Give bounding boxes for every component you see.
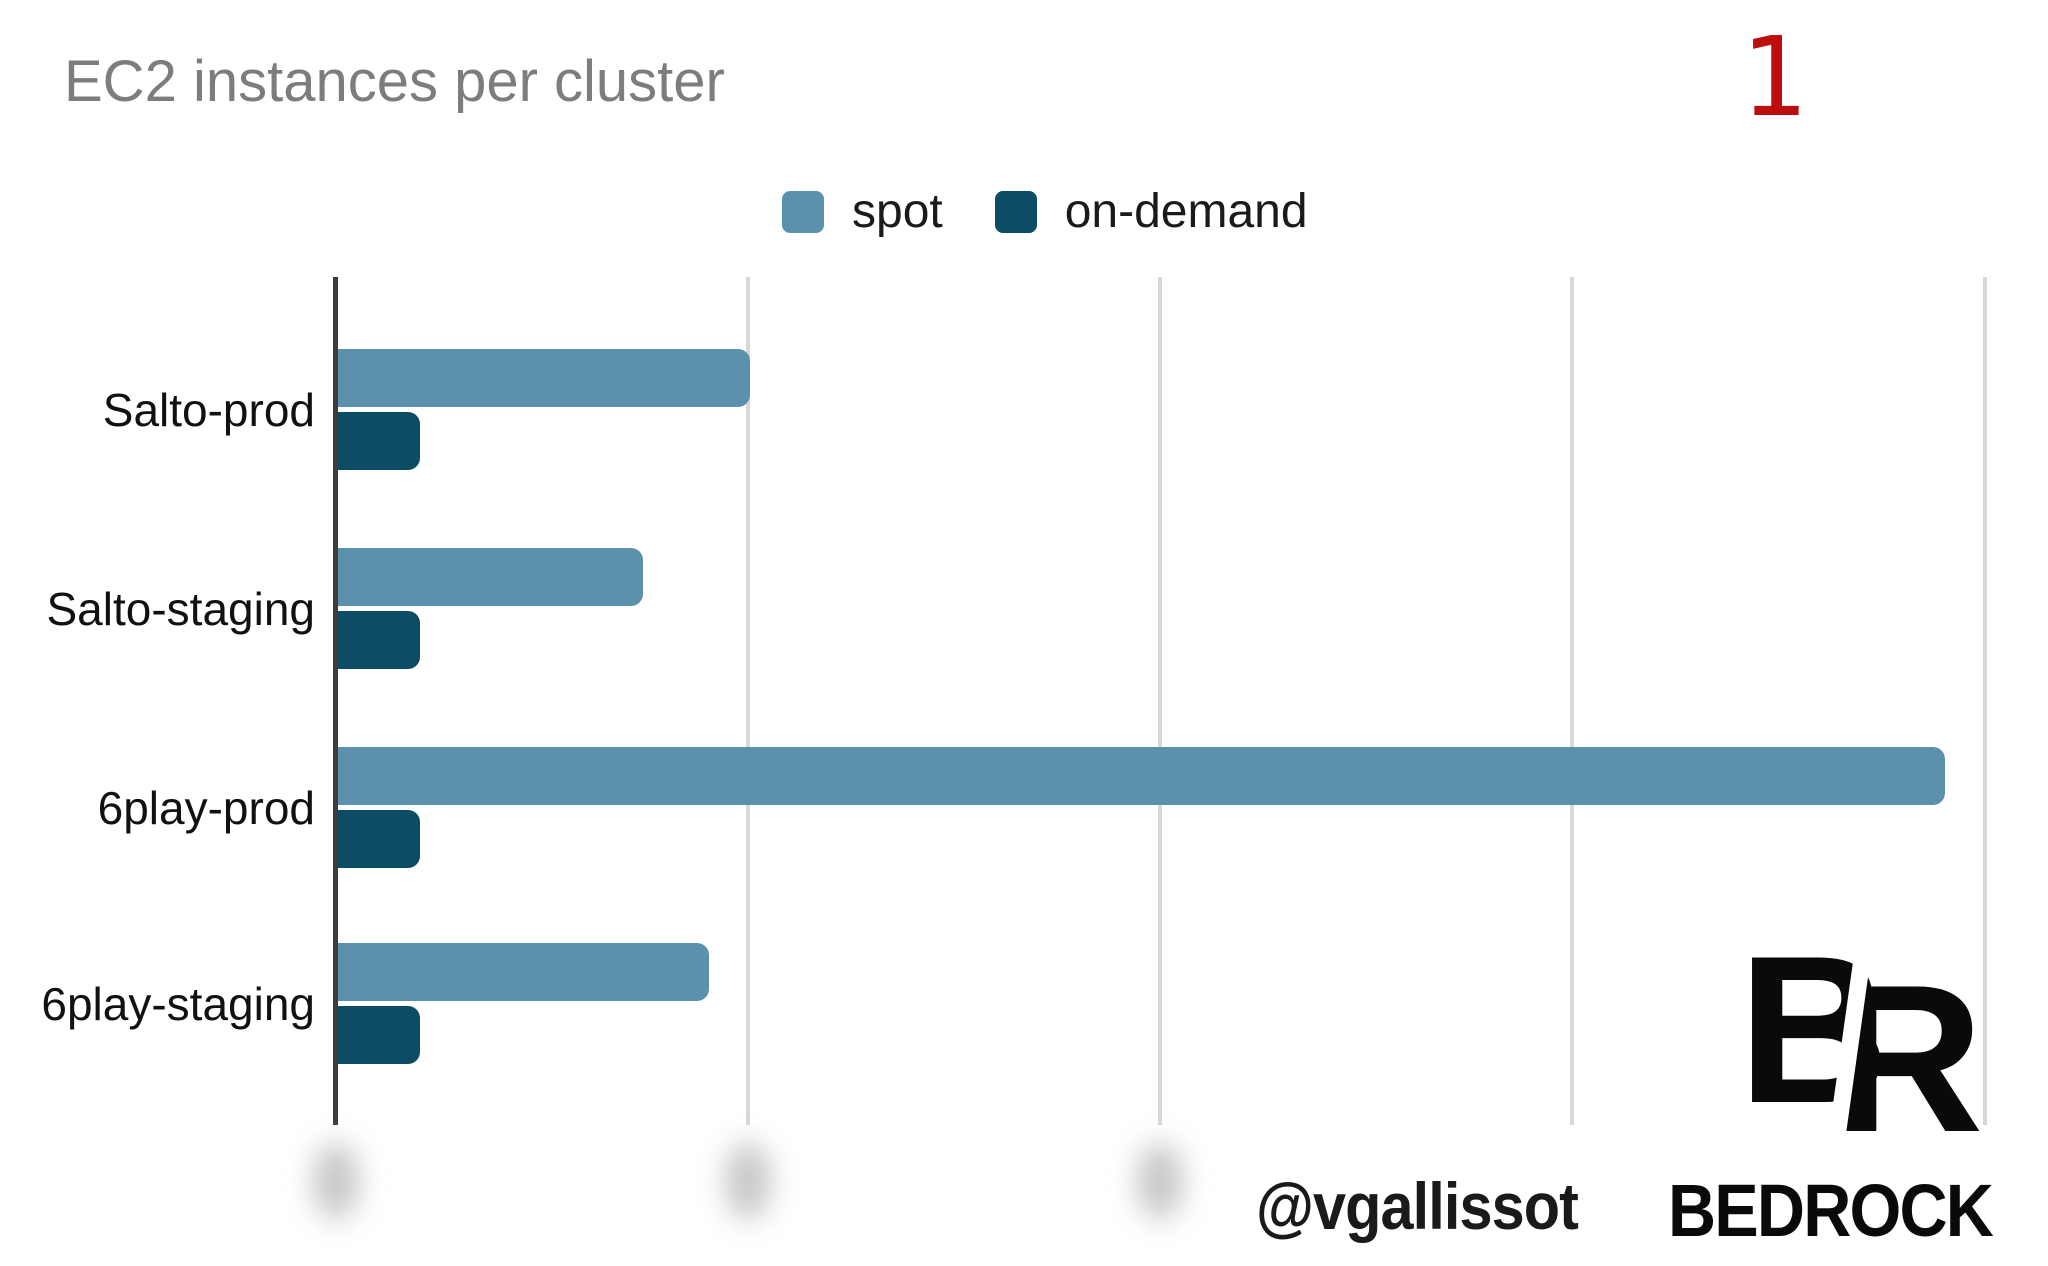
bar-spot-6play-staging bbox=[338, 943, 709, 1001]
category-label-6play-prod: 6play-prod bbox=[97, 782, 315, 834]
bar-group-6play-staging bbox=[338, 943, 709, 1064]
bar-spot-6play-prod bbox=[338, 747, 1945, 805]
bar-group-salto-staging bbox=[338, 548, 643, 669]
category-label-salto-prod: Salto-prod bbox=[102, 384, 315, 436]
brand-wordmark: BEDROCK bbox=[1668, 1169, 1994, 1252]
blurred-x-tick-label-3 bbox=[1137, 1142, 1183, 1220]
bedrock-logo: B R bbox=[1738, 925, 1984, 1166]
x-gridline-3 bbox=[1570, 277, 1574, 1125]
bar-on-demand-salto-staging bbox=[338, 611, 420, 669]
category-label-salto-staging: Salto-staging bbox=[46, 583, 316, 635]
slide-page-number: 1 bbox=[1739, 13, 1807, 141]
bar-spot-salto-staging bbox=[338, 548, 643, 606]
chart-legend: spot on-demand bbox=[782, 188, 1308, 236]
author-handle: @vgallissot bbox=[1256, 1169, 1579, 1243]
bar-spot-salto-prod bbox=[338, 349, 750, 407]
bar-group-salto-prod bbox=[338, 349, 750, 470]
blurred-x-tick-label-2 bbox=[725, 1142, 771, 1220]
blurred-x-tick-label-1 bbox=[313, 1142, 359, 1220]
x-gridline-1 bbox=[746, 277, 750, 1125]
x-gridline-4 bbox=[1983, 277, 1987, 1125]
legend-label-on-demand: on-demand bbox=[1064, 185, 1308, 238]
bar-on-demand-6play-prod bbox=[338, 810, 420, 868]
bar-on-demand-salto-prod bbox=[338, 412, 420, 470]
bar-on-demand-6play-staging bbox=[338, 1006, 420, 1064]
legend-item-spot: spot bbox=[782, 188, 943, 236]
category-label-6play-staging: 6play-staging bbox=[41, 978, 315, 1030]
legend-swatch-spot bbox=[782, 191, 824, 233]
bar-group-6play-prod bbox=[338, 747, 1945, 868]
y-axis-line bbox=[333, 277, 338, 1125]
legend-swatch-on-demand bbox=[994, 191, 1037, 233]
legend-item-on-demand: on-demand bbox=[994, 185, 1308, 238]
legend-label-spot: spot bbox=[852, 185, 943, 238]
chart-title: EC2 instances per cluster bbox=[64, 49, 725, 114]
x-gridline-2 bbox=[1158, 277, 1162, 1125]
